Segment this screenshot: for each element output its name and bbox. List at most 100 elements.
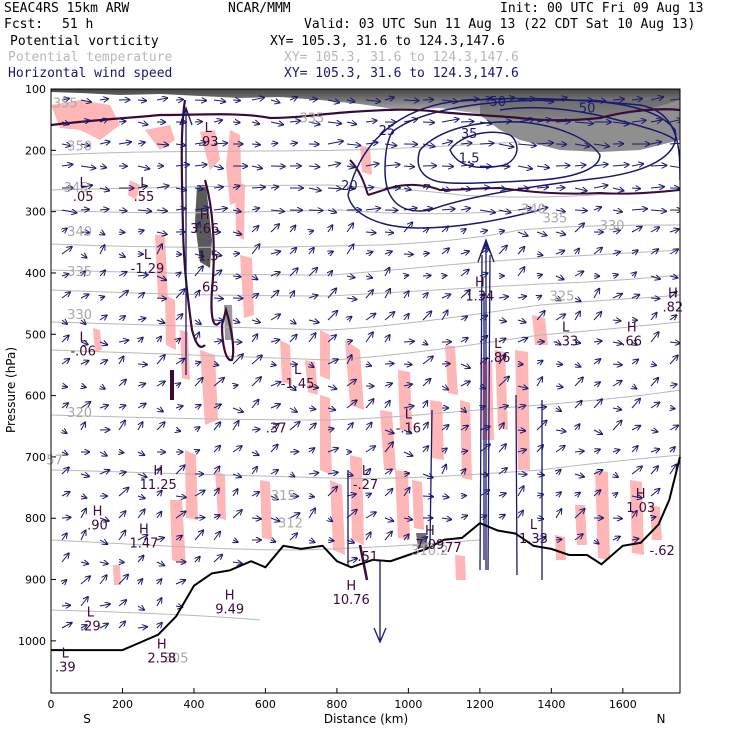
wind-vector bbox=[99, 470, 109, 474]
wind-vector bbox=[536, 100, 553, 102]
wind-vector bbox=[213, 270, 221, 277]
wind-vector bbox=[593, 341, 602, 342]
wind-vector bbox=[61, 492, 70, 496]
strong-wind-arrows bbox=[179, 106, 543, 644]
wind-vector bbox=[251, 208, 259, 210]
wind-vector bbox=[346, 100, 355, 102]
wind-vector bbox=[157, 337, 161, 342]
extremum-marker: L bbox=[562, 320, 570, 335]
wind-vector bbox=[384, 532, 392, 541]
fcst-value: 51 h bbox=[62, 17, 94, 32]
wind-vector bbox=[498, 377, 509, 387]
wind-vector bbox=[118, 472, 126, 474]
wind-vector bbox=[213, 166, 223, 169]
wind-vector bbox=[537, 296, 541, 298]
wind-vector bbox=[213, 298, 223, 299]
wind-vector bbox=[156, 144, 168, 145]
wind-vector bbox=[327, 359, 338, 365]
terrain-surface bbox=[51, 456, 681, 652]
field-name-theta: Potential temperature bbox=[8, 50, 173, 65]
theta-contour-label: 315 bbox=[271, 489, 296, 504]
wind-vector bbox=[403, 452, 412, 456]
wind-vector bbox=[99, 142, 110, 144]
wind-vector bbox=[175, 165, 189, 166]
wind-vector bbox=[460, 270, 469, 277]
wind-vector bbox=[593, 289, 599, 299]
wind-vector bbox=[650, 187, 664, 188]
wind-vector bbox=[290, 474, 294, 477]
wind-vector bbox=[156, 210, 167, 211]
wind-vector bbox=[81, 320, 86, 324]
wind-vector bbox=[498, 144, 513, 147]
wind-vector bbox=[574, 474, 584, 477]
wind-vector bbox=[669, 342, 680, 343]
wind-vector bbox=[403, 364, 412, 365]
wind-vector bbox=[422, 253, 429, 254]
wind-vector bbox=[536, 166, 549, 168]
wind-vector bbox=[308, 333, 316, 343]
wind-vector bbox=[594, 540, 599, 544]
wind-vector bbox=[81, 386, 86, 387]
wind-vector bbox=[574, 210, 587, 211]
wind-vector bbox=[195, 557, 200, 562]
extremum-marker: L bbox=[80, 331, 88, 346]
wind-vector bbox=[365, 276, 372, 278]
extremum-value: .66 bbox=[198, 280, 219, 295]
wind-vector bbox=[80, 100, 91, 102]
wind-vector bbox=[613, 493, 617, 496]
wind-vector bbox=[80, 576, 90, 585]
extremum-marker: L bbox=[140, 176, 148, 191]
wind-vector bbox=[328, 251, 333, 254]
wind-vector bbox=[536, 119, 551, 122]
wind-vector bbox=[498, 98, 514, 100]
wind-vector bbox=[442, 465, 446, 475]
wind-vector bbox=[270, 100, 279, 103]
extremum-value: .05 bbox=[73, 190, 94, 205]
wind-vector bbox=[498, 493, 506, 496]
wind-vector bbox=[270, 210, 284, 211]
wind-vector bbox=[156, 562, 164, 565]
wind-vector bbox=[99, 604, 110, 606]
wind-vector bbox=[176, 383, 180, 386]
wind-speed-contour-label: 50 bbox=[579, 101, 596, 116]
wind-vector bbox=[194, 222, 200, 233]
wind-vector bbox=[536, 207, 547, 210]
wind-vector bbox=[403, 222, 412, 233]
wind-vector bbox=[556, 342, 561, 345]
wind-vector bbox=[232, 232, 241, 234]
wind-vector bbox=[403, 208, 417, 210]
wind-vector bbox=[327, 100, 339, 103]
wind-vector bbox=[460, 290, 470, 299]
wind-vector bbox=[593, 185, 607, 188]
wind-vector bbox=[612, 381, 622, 387]
theta-contour-label: 57 bbox=[46, 453, 63, 468]
wind-vector bbox=[213, 404, 221, 408]
wind-vector bbox=[442, 448, 447, 452]
wind-vector bbox=[80, 509, 86, 519]
wind-vector bbox=[631, 360, 638, 364]
wind-vector bbox=[156, 408, 163, 411]
wind-vector bbox=[308, 188, 321, 191]
wind-vector bbox=[62, 386, 67, 387]
wind-vector bbox=[81, 496, 86, 498]
wind-vector bbox=[593, 312, 601, 321]
wind-vector bbox=[327, 188, 341, 189]
wind-vector bbox=[270, 224, 279, 233]
wind-vector bbox=[404, 314, 409, 321]
x-axis: 0 200 400 600 800 1000 1200 1400 1600 bbox=[48, 688, 637, 711]
wind-vector bbox=[403, 488, 410, 497]
wind-vector bbox=[175, 496, 186, 497]
pv-shading-jet bbox=[480, 100, 680, 152]
wind-vector bbox=[366, 469, 370, 474]
extremum-value: 11.25 bbox=[140, 478, 177, 493]
extremum-value: 1.5 bbox=[198, 250, 219, 265]
wind-vector bbox=[251, 244, 260, 255]
wind-vector bbox=[498, 297, 508, 298]
wind-vector bbox=[137, 452, 144, 455]
wind-vector bbox=[156, 422, 165, 431]
extremum-value: .29 bbox=[80, 619, 101, 634]
wind-vector bbox=[232, 408, 243, 412]
wind-vector bbox=[118, 210, 127, 211]
wind-vector bbox=[289, 143, 297, 144]
wind-vector bbox=[99, 119, 107, 122]
